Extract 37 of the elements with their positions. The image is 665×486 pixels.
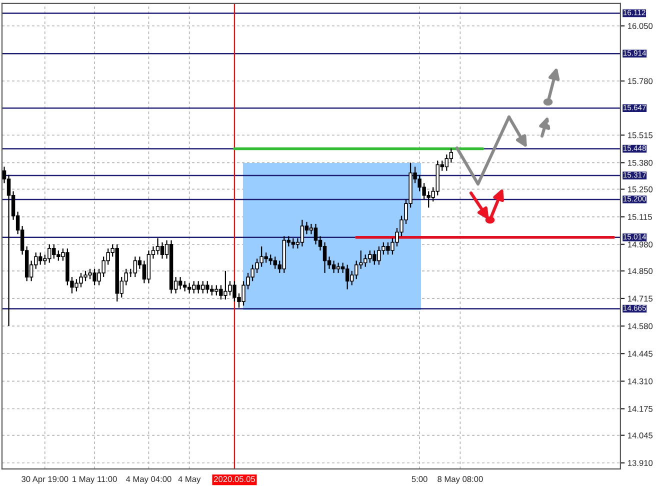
y-tick-label: 14.850 — [628, 268, 653, 274]
candlestick — [449, 148, 454, 164]
x-tick-label: 30 Apr 19:00 — [22, 476, 68, 484]
x-tick-label: 2020.05.05 — [214, 476, 255, 482]
y-tick-label: 15.380 — [628, 160, 653, 166]
x-tick-label: 1 May 11:00 — [72, 476, 117, 484]
x-tick-label: 4 May — [178, 476, 201, 484]
candlestick — [314, 223, 318, 245]
x-tick-label: 8 May 08:00 — [438, 476, 483, 484]
y-tick-label: 15.515 — [628, 132, 653, 138]
y-tick-label: 16.050 — [628, 23, 653, 29]
y-tick-label: 15.115 — [628, 214, 652, 220]
candlestick — [345, 264, 350, 290]
x-tick-label: 4 May 04:00 — [126, 476, 172, 484]
candlestick — [322, 242, 327, 274]
candlestick — [6, 174, 11, 327]
y-tick-label: 14.980 — [628, 242, 653, 248]
candlestick — [156, 238, 160, 256]
candlestick — [160, 242, 164, 260]
y-tick-label: 13.910 — [628, 460, 653, 466]
candlestick — [444, 154, 449, 172]
y-tick-label: 14.445 — [628, 350, 653, 357]
y-tick-label: 14.175 — [628, 406, 653, 412]
x-tick-label: 5:00 — [412, 476, 428, 482]
y-tick-label: 15.250 — [628, 186, 653, 192]
candlestick — [133, 256, 138, 278]
candlestick — [300, 219, 304, 247]
y-tick-label: 14.580 — [628, 323, 653, 330]
y-tick-label: 14.045 — [628, 432, 653, 438]
candlestick — [291, 238, 296, 250]
y-tick-label: 14.310 — [628, 378, 653, 384]
candlestick — [336, 262, 340, 274]
candlestick — [332, 260, 336, 274]
y-tick-label: 15.780 — [628, 78, 653, 84]
candlestick — [192, 280, 196, 294]
candlestick — [178, 276, 182, 290]
y-tick-label: 14.715 — [628, 296, 653, 302]
